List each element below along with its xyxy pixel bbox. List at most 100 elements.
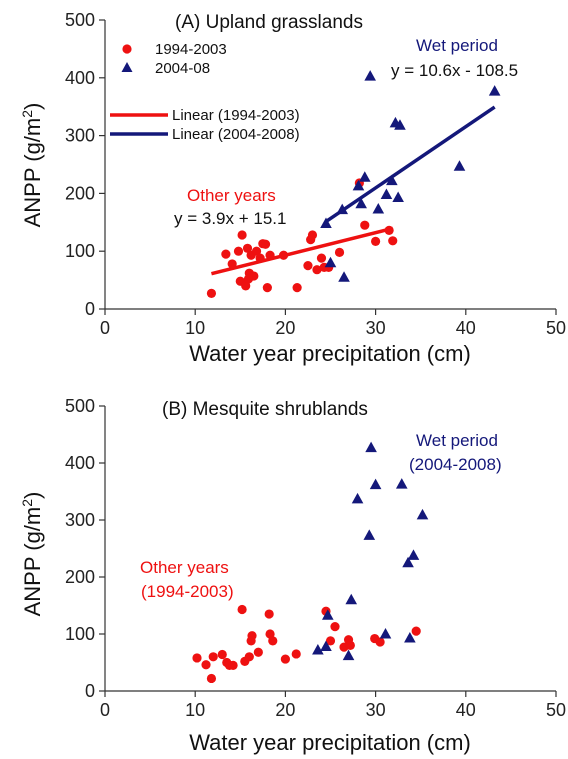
panel-a-trendlines [211,105,496,276]
data-point-circle [221,249,231,259]
data-point-triangle [416,508,429,520]
y-tick-label: 200 [65,567,95,587]
trendline-wet-period [325,105,496,224]
y-tick-label: 500 [65,10,95,30]
data-point-circle [262,283,272,293]
data-point-circle [280,654,290,664]
x-tick-label: 30 [366,318,386,338]
legend-label-1994-2003: 1994-2003 [155,41,227,58]
data-point-circle [227,259,237,269]
data-point-triangle [363,529,376,540]
data-point-triangle [342,649,355,661]
data-point-triangle [402,556,414,568]
y-tick-label: 100 [65,241,95,261]
data-point-circle [242,243,253,253]
trendline-other-years [211,226,394,276]
data-point-circle [201,660,211,670]
data-point-triangle [355,197,367,209]
data-point-circle [278,250,289,260]
data-point-circle [316,253,327,263]
x-tick-label: 20 [275,318,295,338]
data-point-circle [255,253,265,263]
data-point-triangle [312,643,324,655]
y-tick-label: 100 [65,624,95,644]
data-point-triangle [380,188,393,200]
data-point-triangle [392,191,404,202]
data-point-circle [303,261,313,271]
annotation-other-years: Other years [187,186,276,205]
x-tick-label: 30 [366,700,386,720]
data-point-circle [325,636,336,646]
x-tick-label: 50 [546,318,566,338]
equation-other-years: y = 3.9x + 15.1 [174,209,286,228]
x-tick-label: 0 [100,700,110,720]
data-point-triangle [372,203,385,214]
data-point-circle [264,609,274,619]
panel-a-legend: 1994-2003 2004-08 Linear (1994-2003) Lin… [110,41,300,143]
data-point-circle [237,230,247,240]
data-point-triangle [321,609,334,620]
data-point-triangle [352,179,365,191]
x-tick-label: 0 [100,318,110,338]
y-tick-label: 200 [65,183,95,203]
data-point-circle [360,220,370,230]
data-point-triangle [320,217,332,228]
x-tick-label: 10 [185,700,205,720]
equation-wet-period: y = 10.6x - 108.5 [391,61,518,80]
data-point-circle [217,649,227,660]
data-point-circle [388,236,398,246]
y-tick-label: 0 [85,299,95,319]
data-point-circle [247,631,257,641]
data-point-triangle [488,85,501,96]
data-point-circle [260,239,271,249]
data-point-triangle [453,160,466,171]
data-point-circle [251,246,262,256]
annotation-wet-period-years: (2004-2008) [409,455,502,474]
legend-label-linear-2004-2008: Linear (2004-2008) [172,126,300,143]
data-point-triangle [364,70,376,81]
legend-triangle-marker [121,62,133,72]
panel-a-title: (A) Upland grasslands [175,12,363,33]
y-tick-label: 400 [65,453,95,473]
y-tick-label: 400 [65,68,95,88]
data-point-circle [292,283,302,293]
panel-a-axes [99,19,557,315]
data-point-triangle [404,631,416,643]
legend-label-2004-08: 2004-08 [155,60,210,77]
data-point-triangle [407,549,420,560]
data-point-circle [291,649,301,659]
y-tick-label: 300 [65,126,95,146]
data-point-circle [233,246,244,256]
y-tick-label: 500 [65,396,95,416]
data-point-triangle [379,628,392,639]
annotation-other-years-b: Other years [140,558,229,577]
data-point-circle [330,621,340,632]
x-tick-label: 40 [456,318,476,338]
annotation-wet-period: Wet period [416,36,498,55]
y-tick-label: 0 [85,681,95,701]
data-point-circle [411,626,421,636]
annotation-other-years-range: (1994-2003) [141,582,234,601]
data-point-circle [208,652,218,662]
data-point-circle [243,274,254,284]
data-point-triangle [358,171,371,182]
data-point-circle [253,647,263,657]
data-point-circle [375,637,385,647]
data-point-circle [206,288,217,298]
data-point-circle [345,640,355,651]
data-point-triangle [338,271,350,282]
x-tick-label: 10 [185,318,205,338]
panel-a-x-axis-label: Water year precipitation (cm) [189,341,471,366]
data-point-circle [228,660,238,670]
data-point-triangle [345,593,358,605]
panel-a-y-axis-label: ANPP (g/m2) [19,103,45,228]
data-point-circle [244,652,254,662]
x-tick-label: 40 [456,700,476,720]
panel-b-data-points [192,441,429,684]
data-point-triangle [351,492,364,504]
data-point-circle [241,281,251,291]
legend-circle-marker [122,44,132,54]
